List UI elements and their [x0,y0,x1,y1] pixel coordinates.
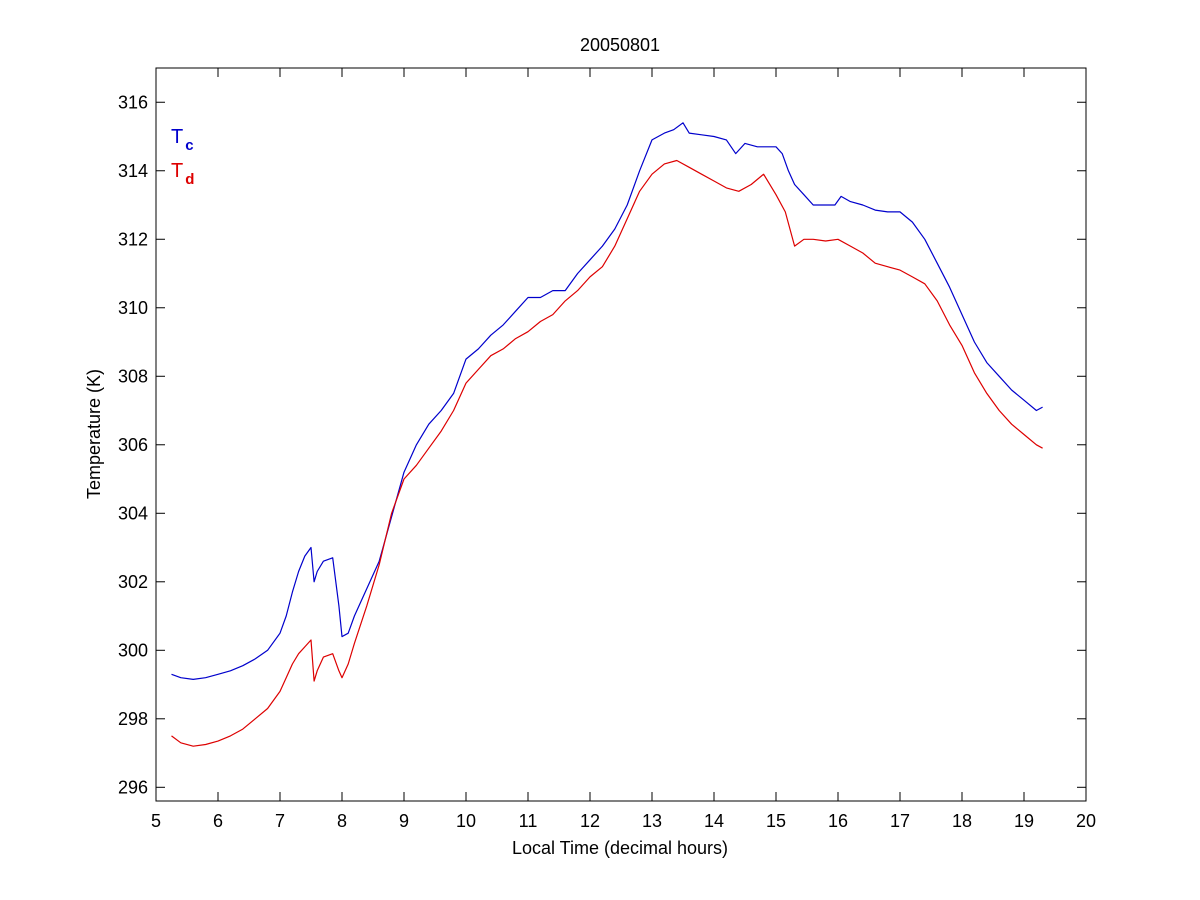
x-axis-title: Local Time (decimal hours) [512,838,728,858]
x-tick-label: 11 [519,811,538,831]
x-axis-ticks: 5 6 7 8 9 10 11 12 13 14 15 16 17 18 19 20 [151,68,1096,831]
x-tick-label: 16 [828,811,848,831]
y-tick-label: 300 [118,640,148,660]
x-tick-label: 9 [399,811,409,831]
x-tick-label: 6 [213,811,223,831]
x-tick-label: 12 [580,811,600,831]
x-tick-label: 19 [1014,811,1034,831]
y-axis-title: Temperature (K) [84,369,104,499]
series-line-td [171,159,1043,747]
plot-area-frame [155,67,1087,802]
y-tick-label: 308 [118,366,148,386]
x-tick-label: 20 [1076,811,1096,831]
x-tick-label: 14 [704,811,724,831]
y-tick-label: 306 [118,435,148,455]
x-tick-label: 10 [456,811,476,831]
y-tick-label: 298 [118,709,148,729]
y-tick-label: 302 [118,572,148,592]
x-tick-label: 18 [952,811,972,831]
x-tick-label: 15 [766,811,786,831]
x-tick-label: 17 [890,811,910,831]
legend-symbol: T [171,160,183,182]
y-tick-label: 316 [118,92,148,112]
x-tick-label: 7 [275,811,285,831]
y-tick-label: 296 [118,777,148,797]
x-tick-label: 5 [151,811,161,831]
series-line-tc [171,122,1043,680]
legend-subscript: d [185,171,194,188]
y-tick-label: 314 [118,161,148,181]
x-tick-label: 13 [642,811,662,831]
y-tick-label: 312 [118,229,148,249]
x-tick-label: 8 [337,811,347,831]
y-tick-label: 304 [118,503,148,523]
y-tick-label: 310 [118,298,148,318]
legend-subscript: c [185,137,193,154]
chart-title: 20050801 [580,35,660,55]
y-axis-ticks: 296 298 300 302 304 306 308 310 312 314 316 [118,92,1086,797]
series-layer [171,122,1043,747]
legend-symbol: T [171,126,183,148]
